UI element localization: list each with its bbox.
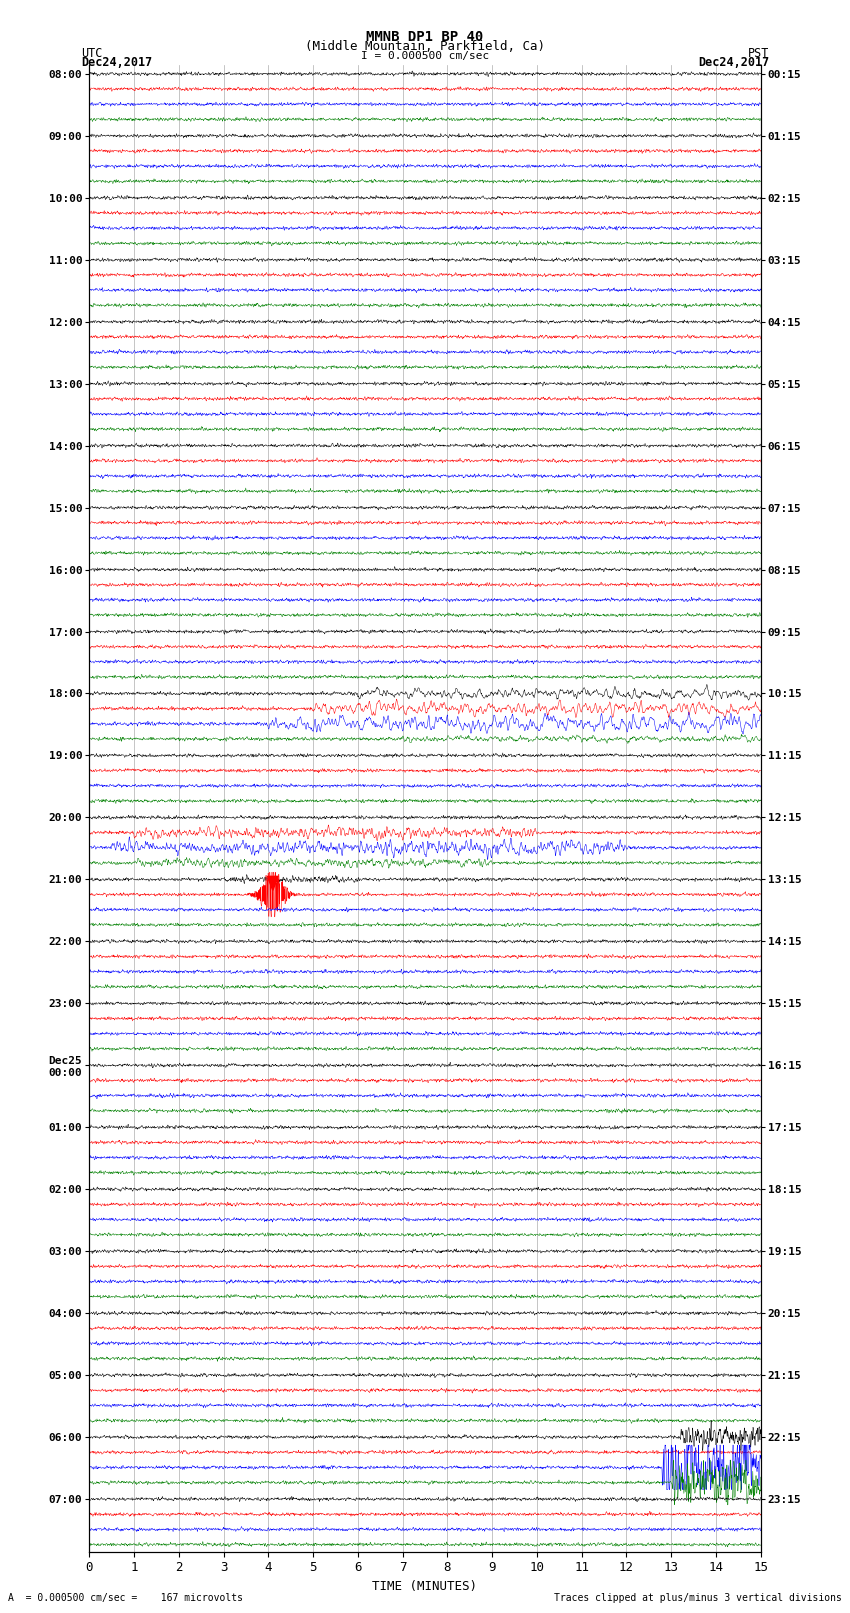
Text: Traces clipped at plus/minus 3 vertical divisions: Traces clipped at plus/minus 3 vertical …: [553, 1594, 842, 1603]
Text: I = 0.000500 cm/sec: I = 0.000500 cm/sec: [361, 50, 489, 61]
Text: MMNB DP1 BP 40: MMNB DP1 BP 40: [366, 31, 484, 44]
Text: A  = 0.000500 cm/sec =    167 microvolts: A = 0.000500 cm/sec = 167 microvolts: [8, 1594, 243, 1603]
Polygon shape: [268, 876, 278, 890]
Text: (Middle Mountain, Parkfield, Ca): (Middle Mountain, Parkfield, Ca): [305, 39, 545, 53]
Text: PST: PST: [748, 47, 769, 60]
Text: Dec24,2017: Dec24,2017: [698, 56, 769, 69]
Text: Dec24,2017: Dec24,2017: [81, 56, 152, 69]
X-axis label: TIME (MINUTES): TIME (MINUTES): [372, 1581, 478, 1594]
Text: UTC: UTC: [81, 47, 102, 60]
